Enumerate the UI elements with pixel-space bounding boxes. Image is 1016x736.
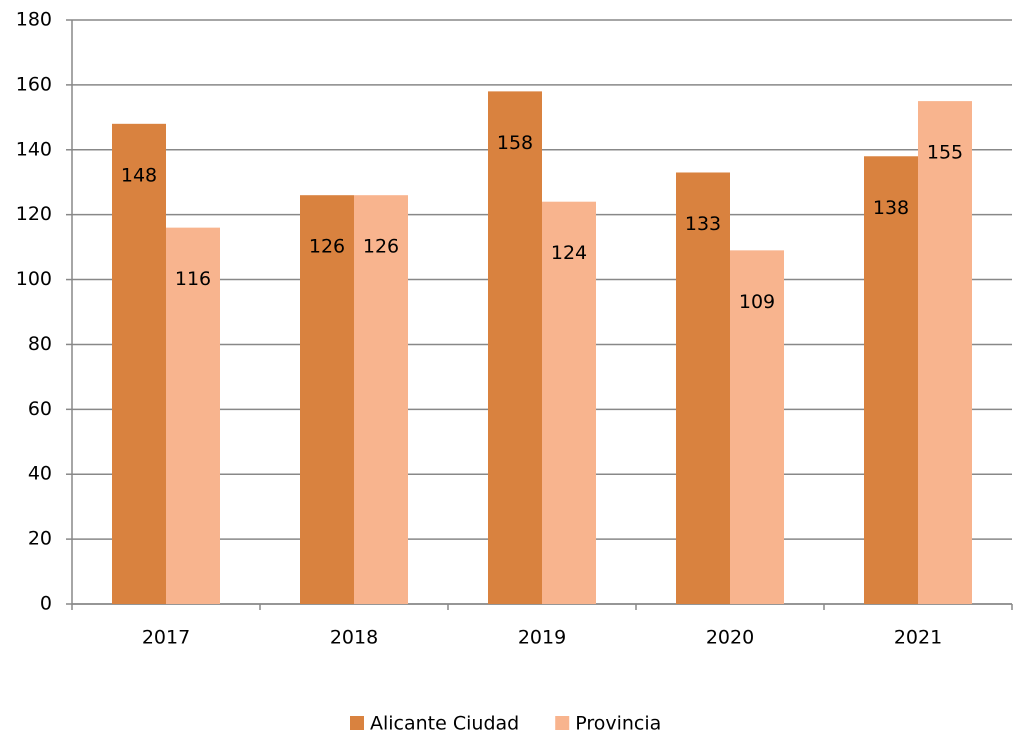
y-tick-label: 120 bbox=[16, 203, 52, 225]
y-tick-label: 160 bbox=[16, 73, 52, 95]
bar bbox=[166, 227, 220, 604]
y-tick-label: 0 bbox=[40, 593, 52, 615]
bar bbox=[112, 123, 166, 605]
x-tick-label: 2019 bbox=[518, 627, 566, 649]
bar bbox=[354, 195, 408, 604]
bar bbox=[918, 101, 972, 604]
y-tick-label: 60 bbox=[28, 398, 52, 420]
y-tick-label: 20 bbox=[28, 528, 52, 550]
bar bbox=[542, 201, 596, 604]
x-tick-label: 2017 bbox=[142, 627, 190, 649]
data-label: 124 bbox=[551, 242, 587, 264]
bar bbox=[864, 156, 918, 604]
data-label: 138 bbox=[873, 197, 909, 219]
data-label: 148 bbox=[121, 164, 157, 186]
x-tick-label: 2018 bbox=[330, 627, 378, 649]
x-tick-label: 2021 bbox=[894, 627, 942, 649]
data-label: 126 bbox=[363, 236, 399, 258]
bar bbox=[300, 195, 354, 604]
x-tick-label: 2020 bbox=[706, 627, 754, 649]
data-label: 126 bbox=[309, 236, 345, 258]
data-label: 133 bbox=[685, 213, 721, 235]
bar bbox=[730, 250, 784, 604]
legend-label: Alicante Ciudad bbox=[370, 713, 519, 735]
data-label: 158 bbox=[497, 132, 533, 154]
bar bbox=[676, 172, 730, 604]
data-label: 116 bbox=[175, 268, 211, 290]
y-tick-label: 80 bbox=[28, 333, 52, 355]
legend-swatch bbox=[350, 716, 364, 730]
y-tick-label: 100 bbox=[16, 268, 52, 290]
y-tick-label: 180 bbox=[16, 9, 52, 31]
y-tick-label: 40 bbox=[28, 463, 52, 485]
legend-swatch bbox=[555, 716, 570, 730]
y-tick-label: 140 bbox=[16, 138, 52, 160]
legend-label: Provincia bbox=[575, 713, 661, 735]
data-label: 109 bbox=[739, 291, 775, 313]
data-label: 155 bbox=[927, 142, 963, 164]
bar bbox=[488, 91, 542, 604]
